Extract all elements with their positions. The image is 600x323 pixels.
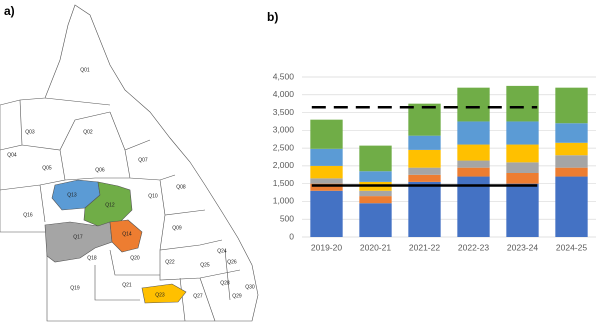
region-label: Q29 [232,293,242,299]
bar-segment [457,87,490,122]
bar-segment [506,85,539,122]
bar-segment [408,149,441,168]
region-label: Q16 [23,212,33,218]
bar-segment [555,123,588,143]
bar-segment [359,203,392,237]
bar-segment [408,103,441,136]
region-label: Q26 [227,259,237,265]
y-tick-label: 2,500 [273,142,295,152]
bar-segment [457,167,490,177]
y-tick-label: 3,000 [273,125,295,135]
bar-segment [555,142,588,156]
region-label: Q25 [200,262,210,268]
x-tick-label: 2022-23 [458,242,489,252]
x-tick-label: 2019-20 [311,242,342,252]
region-label: Q18 [87,255,97,261]
bar-segment [359,196,392,204]
region-label: Q14 [122,231,132,237]
bar-segment [359,145,392,172]
y-tick-label: 3,500 [273,107,295,117]
bar-segment [408,181,441,237]
region-label: Q08 [176,184,186,190]
y-tick-label: 2,000 [273,160,295,170]
region-label: Q09 [172,225,182,231]
bar-segment [310,165,343,179]
bar-segment [408,167,441,175]
bar-segment [506,183,539,237]
region-label: Q12 [105,202,115,208]
bar-segment [310,148,343,166]
bar-segment [555,176,588,237]
bar-segment [457,121,490,145]
x-tick-label: 2023-24 [507,242,538,252]
region-label: Q28 [220,280,230,286]
region-q23 [141,283,187,304]
bar-segment [555,155,588,168]
y-tick-label: 1,500 [273,178,295,188]
y-tick-label: 0 [289,231,294,241]
y-tick-label: 4,000 [273,89,295,99]
region-label: Q13 [67,192,77,198]
region-label: Q22 [165,259,175,265]
y-tick-label: 4,500 [273,71,295,81]
map [0,4,259,322]
panel-label: b) [267,10,278,24]
region-label: Q24 [217,248,227,254]
x-tick-label: 2020-21 [360,242,391,252]
bar-segment [408,135,441,150]
region-label: Q19 [70,285,80,291]
bar-segment [310,183,343,191]
region-label: Q07 [138,157,148,163]
bar-segment [457,144,490,161]
bar-segment [506,144,539,163]
x-tick-label: 2021-22 [409,242,440,252]
bar-segment [555,87,588,124]
region-label: Q10 [148,193,158,199]
region-label: Q05 [42,165,52,171]
region-q12 [83,181,133,227]
bar-segment [555,167,588,177]
region-label: Q21 [122,282,132,288]
bar-segment [310,178,343,184]
region-q14 [109,219,143,253]
map-borders [0,97,241,322]
region-label: Q30 [245,284,255,290]
bar-segment [408,174,441,182]
region-label: Q01 [80,67,90,73]
y-tick-label: 1,000 [273,196,295,206]
bar-segment [506,162,539,173]
bar-segment [506,121,539,145]
bar-segment [506,173,539,184]
region-label: Q20 [130,255,140,261]
map-outline [0,4,259,322]
bar-segment [359,171,392,182]
bar-segment [457,160,490,168]
region-label: Q03 [25,129,35,135]
bar-segment [310,119,343,149]
region-label: Q17 [73,234,83,240]
bar-segment [359,190,392,197]
region-label: Q06 [95,167,105,173]
region-q17 [44,221,113,263]
bar-segment [310,190,343,237]
region-label: Q27 [193,293,203,299]
panel-label: a) [4,4,15,18]
region-label: Q23 [155,292,165,298]
region-label: Q04 [7,152,17,158]
region-label: Q02 [83,129,93,135]
x-tick-label: 2024-25 [556,242,587,252]
y-tick-label: 500 [280,213,294,223]
